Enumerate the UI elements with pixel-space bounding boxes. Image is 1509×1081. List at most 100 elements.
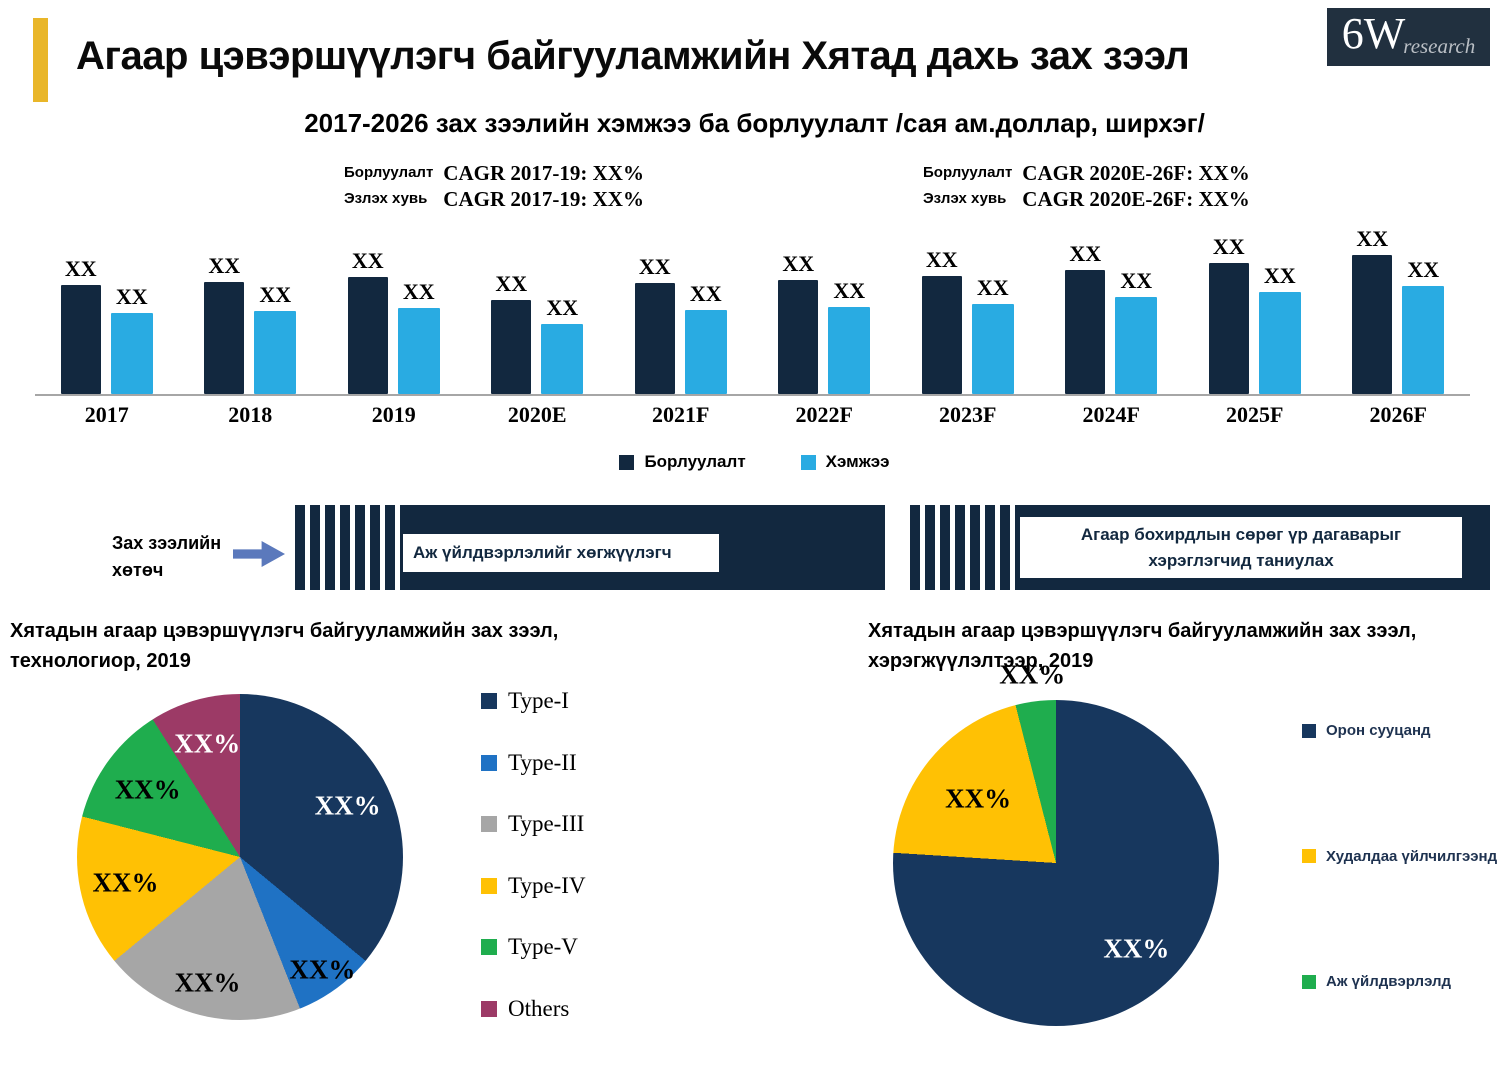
bar-value-label: XX — [64, 256, 97, 281]
bar-group: XX XX — [1040, 222, 1184, 394]
pie-right-title-line1: Хятадын агаар цэвэршүүлэгч байгууламжийн… — [868, 620, 1417, 642]
bar-plot: XX XX XX XX XX XX XX XX XX XX XX XX XX XX XX XX XX XX XX XX — [35, 222, 1470, 396]
bar — [1402, 286, 1445, 394]
pie-slice-label: XX% — [314, 790, 381, 821]
bar-column: XX — [110, 284, 153, 394]
legend-swatch — [481, 754, 497, 771]
legend-item: Худалдаа үйлчилгээнд — [1302, 848, 1497, 865]
legend-label: Type-III — [508, 811, 585, 837]
legend-swatch — [1302, 723, 1316, 738]
cagr-row-label: Эзлэх хувь — [923, 190, 1007, 207]
bar-column: XX — [254, 282, 297, 394]
market-drivers-label-line2: хөтөч — [112, 560, 164, 580]
bar-value-label: XX — [402, 279, 435, 304]
bar-group: XX XX — [1183, 222, 1327, 394]
bar-column: XX — [778, 251, 819, 394]
bar-group: XX XX — [35, 222, 179, 394]
bar-column: XX — [491, 271, 532, 394]
legend-item: Others — [481, 996, 586, 1022]
bar-column: XX — [60, 256, 101, 394]
bar-column: XX — [971, 275, 1014, 394]
bar-value-label: XX — [782, 251, 815, 276]
pie-slice-label: XX% — [92, 867, 159, 898]
legend-label: Орон сууцанд — [1326, 722, 1431, 739]
bar — [684, 310, 727, 394]
bar-column: XX — [634, 254, 675, 394]
bar — [397, 308, 440, 394]
bar — [60, 285, 101, 394]
bar-value-label: XX — [1263, 263, 1296, 288]
driver-banner-2: Агаар бохирдлын сөрөг үр дагаварыг хэрэг… — [910, 505, 1490, 590]
bar-value-label: XX — [1356, 226, 1389, 251]
bar — [828, 307, 871, 394]
bar-value-label: XX — [259, 282, 292, 307]
bar-column: XX — [1402, 257, 1445, 394]
logo-6w-text: 6W — [1341, 9, 1406, 58]
pie-chart-technology: XX% XX% XX% XX% XX% XX% — [77, 694, 403, 1020]
pie-left-legend: Type-I Type-II Type-III Type-IV Type-V Others — [481, 688, 586, 1022]
bar-column: XX — [828, 278, 871, 394]
pie-left-title: Хятадын агаар цэвэршүүлэгч байгууламжийн… — [10, 616, 650, 676]
market-drivers-label-line1: Зах зээлийн — [112, 533, 222, 553]
title-accent-bar — [33, 18, 48, 102]
bar-value-label: XX — [495, 271, 528, 296]
driver-banner-2-text: Агаар бохирдлын сөрөг үр дагаварыг хэрэг… — [1020, 517, 1462, 578]
bar-categories: 2017 2018 2019 2020E 2021F 2022F 2023F 2024F 202… — [35, 402, 1470, 428]
cagr-annotation-right: Борлуулалт CAGR 2020E-26F: XX% Эзлэх хув… — [923, 160, 1250, 212]
bar — [1065, 270, 1106, 394]
pie-slice-label: XX% — [174, 728, 241, 759]
bar — [254, 311, 297, 394]
x-axis-label: 2023F — [939, 402, 997, 427]
legend-label: Others — [508, 995, 570, 1021]
legend-swatch — [481, 693, 497, 709]
bar-column: XX — [204, 253, 245, 394]
bar-value-label: XX — [976, 275, 1009, 300]
bar-value-label: XX — [925, 247, 958, 272]
bar — [634, 283, 675, 394]
bar-value-label: XX — [689, 281, 722, 306]
bar-value-label: XX — [115, 284, 148, 309]
bar — [971, 304, 1014, 394]
legend-item: Type-IV — [481, 873, 586, 899]
bar-value-label: XX — [208, 253, 241, 278]
bar-group: XX XX — [179, 222, 323, 394]
bar — [1258, 292, 1301, 394]
bar — [347, 277, 388, 394]
bar — [1352, 255, 1393, 394]
bar-group: XX XX — [1327, 222, 1471, 394]
driver-banner-2-line1: Агаар бохирдлын сөрөг үр дагаварыг — [1080, 524, 1402, 544]
legend-item: Type-I — [481, 688, 586, 714]
bar-value-label: XX — [351, 248, 384, 273]
legend-swatch — [1302, 849, 1316, 863]
legend-label: Type-I — [508, 688, 569, 713]
cagr-row-value: CAGR 2017-19: XX% — [443, 187, 644, 211]
legend-item: Аж үйлдвэрлэлд — [1302, 973, 1497, 990]
bar-value-label: XX — [546, 295, 579, 320]
bar-value-label: XX — [1212, 234, 1245, 259]
pie-left-title-line1: Хятадын агаар цэвэршүүлэгч байгууламжийн… — [10, 620, 559, 642]
bar — [1208, 263, 1249, 394]
cagr-row-value: CAGR 2017-19: XX% — [443, 161, 644, 185]
bar-column: XX — [1065, 241, 1106, 394]
legend-swatch — [1302, 974, 1316, 989]
bar — [491, 300, 532, 394]
legend-item: Type-II — [481, 750, 586, 776]
legend-label: Хэмжээ — [825, 452, 890, 471]
x-axis-label: 2019 — [371, 402, 416, 427]
pie-slice-label: XX% — [945, 783, 1012, 814]
legend-label: Худалдаа үйлчилгээнд — [1326, 847, 1498, 865]
bar-column: XX — [1258, 263, 1301, 394]
legend-item: Орон сууцанд — [1302, 722, 1497, 739]
cagr-row-label: Борлуулалт — [923, 164, 1013, 181]
pie-slice-label: XX% — [289, 954, 356, 985]
legend-item: Борлуулалт — [619, 452, 746, 472]
x-axis-label: 2026F — [1369, 402, 1427, 427]
bar-value-label: XX — [1120, 268, 1153, 293]
bar-column: XX — [1208, 234, 1249, 394]
brand-logo: 6W research — [1327, 8, 1490, 66]
market-drivers-label: Зах зээлийн хөтөч — [112, 530, 252, 584]
legend-swatch — [800, 454, 816, 470]
bar-value-label: XX — [1069, 241, 1102, 266]
pie-chart-application: XX% XX% XX% — [893, 660, 1219, 1026]
bar — [110, 313, 153, 394]
